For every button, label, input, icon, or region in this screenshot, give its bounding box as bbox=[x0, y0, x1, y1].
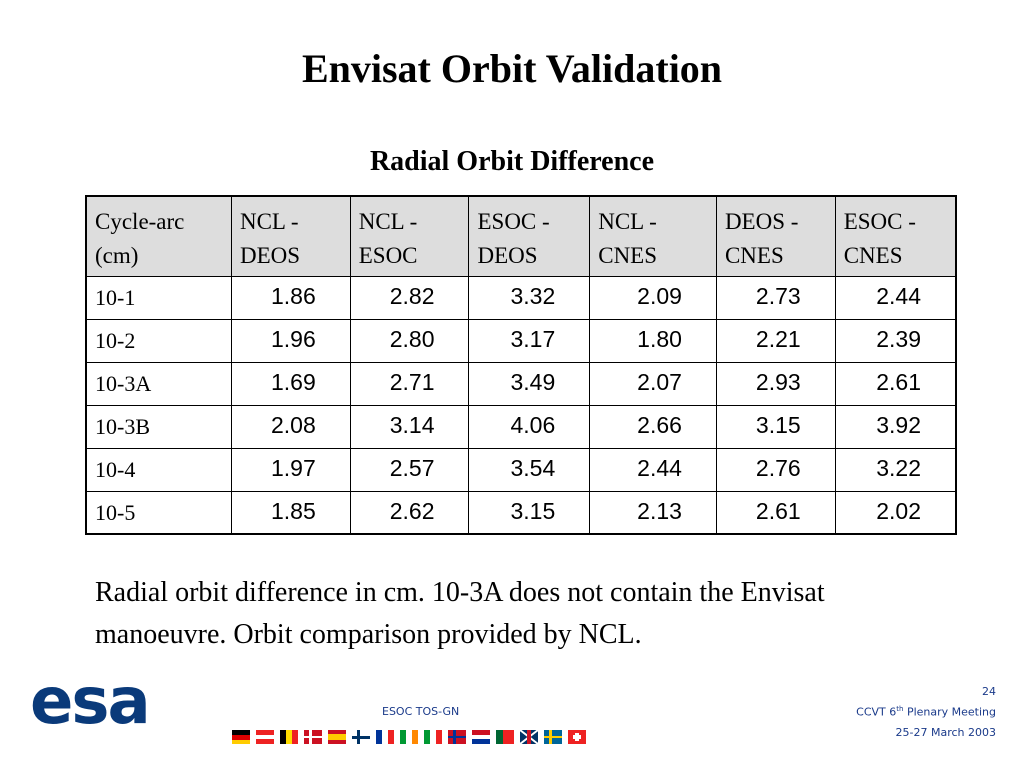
value-cell: 2.39 bbox=[834, 318, 957, 363]
table-row: 10-5 1.85 2.62 3.15 2.13 2.61 2.02 bbox=[85, 490, 957, 535]
row-label: 10-4 bbox=[85, 447, 232, 492]
value-cell: 3.54 bbox=[468, 447, 591, 492]
header-cell: ESOC - DEOS bbox=[468, 195, 591, 277]
value-cell: 3.14 bbox=[349, 404, 470, 449]
row-label: 10-5 bbox=[85, 490, 232, 535]
value-cell: 2.61 bbox=[715, 490, 836, 535]
value-cell: 1.80 bbox=[589, 318, 717, 363]
value-cell: 3.92 bbox=[834, 404, 957, 449]
value-cell: 2.62 bbox=[349, 490, 470, 535]
header-cell: NCL - ESOC bbox=[349, 195, 470, 277]
value-cell: 2.07 bbox=[589, 361, 717, 406]
header-cell: DEOS - CNES bbox=[715, 195, 836, 277]
flags bbox=[232, 729, 586, 745]
value-cell: 2.08 bbox=[230, 404, 351, 449]
value-cell: 2.82 bbox=[349, 275, 470, 320]
meeting: CCVT 6th Plenary Meeting bbox=[856, 705, 996, 719]
value-cell: 2.73 bbox=[715, 275, 836, 320]
value-cell: 2.13 bbox=[589, 490, 717, 535]
table-row: 10-2 1.96 2.80 3.17 1.80 2.21 2.39 bbox=[85, 318, 957, 363]
header-row: Cycle-arc (cm) NCL - DEOS NCL - ESOC ESOC -… bbox=[85, 195, 957, 277]
value-cell: 2.21 bbox=[715, 318, 836, 363]
title: Envisat Orbit Validation bbox=[301, 46, 723, 91]
value-cell: 1.97 bbox=[230, 447, 351, 492]
value-cell: 2.71 bbox=[349, 361, 470, 406]
value-cell: 2.66 bbox=[589, 404, 717, 449]
logo: esa bbox=[30, 665, 151, 739]
value-cell: 3.15 bbox=[715, 404, 836, 449]
date: 25-27 March 2003 bbox=[895, 726, 996, 739]
footer-center: ESOC TOS-GN bbox=[382, 705, 460, 718]
value-cell: 3.22 bbox=[834, 447, 957, 492]
value-cell: 3.49 bbox=[468, 361, 591, 406]
meeting-sup: th bbox=[896, 705, 904, 713]
header-cell: NCL - DEOS bbox=[230, 195, 351, 277]
value-cell: 1.69 bbox=[230, 361, 351, 406]
value-cell: 3.15 bbox=[468, 490, 591, 535]
meeting-suffix: Plenary Meeting bbox=[903, 705, 996, 719]
value-cell: 2.02 bbox=[834, 490, 957, 535]
value-cell: 2.44 bbox=[589, 447, 717, 492]
value-cell: 2.57 bbox=[349, 447, 470, 492]
subtitle: Radial Orbit Difference bbox=[369, 146, 655, 177]
table-row: 10-3B 2.08 3.14 4.06 2.66 3.15 3.92 bbox=[85, 404, 957, 449]
value-cell: 1.85 bbox=[230, 490, 351, 535]
value-cell: 1.86 bbox=[230, 275, 351, 320]
row-label: 10-1 bbox=[85, 275, 232, 320]
row-label: 10-3A bbox=[85, 361, 232, 406]
header-cell: ESOC - CNES bbox=[834, 195, 957, 277]
table-row: 10-1 1.86 2.82 3.32 2.09 2.73 2.44 bbox=[85, 275, 957, 320]
page-number: 24 bbox=[982, 685, 996, 698]
value-cell: 2.80 bbox=[349, 318, 470, 363]
flag-row bbox=[232, 729, 586, 745]
header-cell: Cycle-arc (cm) bbox=[85, 195, 232, 277]
value-cell: 1.96 bbox=[230, 318, 351, 363]
header-cell: NCL - CNES bbox=[589, 195, 717, 277]
value-cell: 3.32 bbox=[468, 275, 591, 320]
row-label: 10-2 bbox=[85, 318, 232, 363]
value-cell: 2.76 bbox=[715, 447, 836, 492]
table: Cycle-arc (cm) NCL - DEOS NCL - ESOC ESOC -… bbox=[85, 195, 957, 535]
table-row: 10-4 1.97 2.57 3.54 2.44 2.76 3.22 bbox=[85, 447, 957, 492]
meeting-prefix: CCVT 6 bbox=[856, 705, 897, 719]
value-cell: 2.93 bbox=[715, 361, 836, 406]
table-row: 10-3A 1.69 2.71 3.49 2.07 2.93 2.61 bbox=[85, 361, 957, 406]
value-cell: 2.44 bbox=[834, 275, 957, 320]
value-cell: 4.06 bbox=[468, 404, 591, 449]
caption: Radial orbit difference in cm. 10-3A doe… bbox=[95, 577, 825, 650]
row-label: 10-3B bbox=[85, 404, 232, 449]
value-cell: 3.17 bbox=[468, 318, 591, 363]
value-cell: 2.61 bbox=[834, 361, 957, 406]
value-cell: 2.09 bbox=[589, 275, 717, 320]
